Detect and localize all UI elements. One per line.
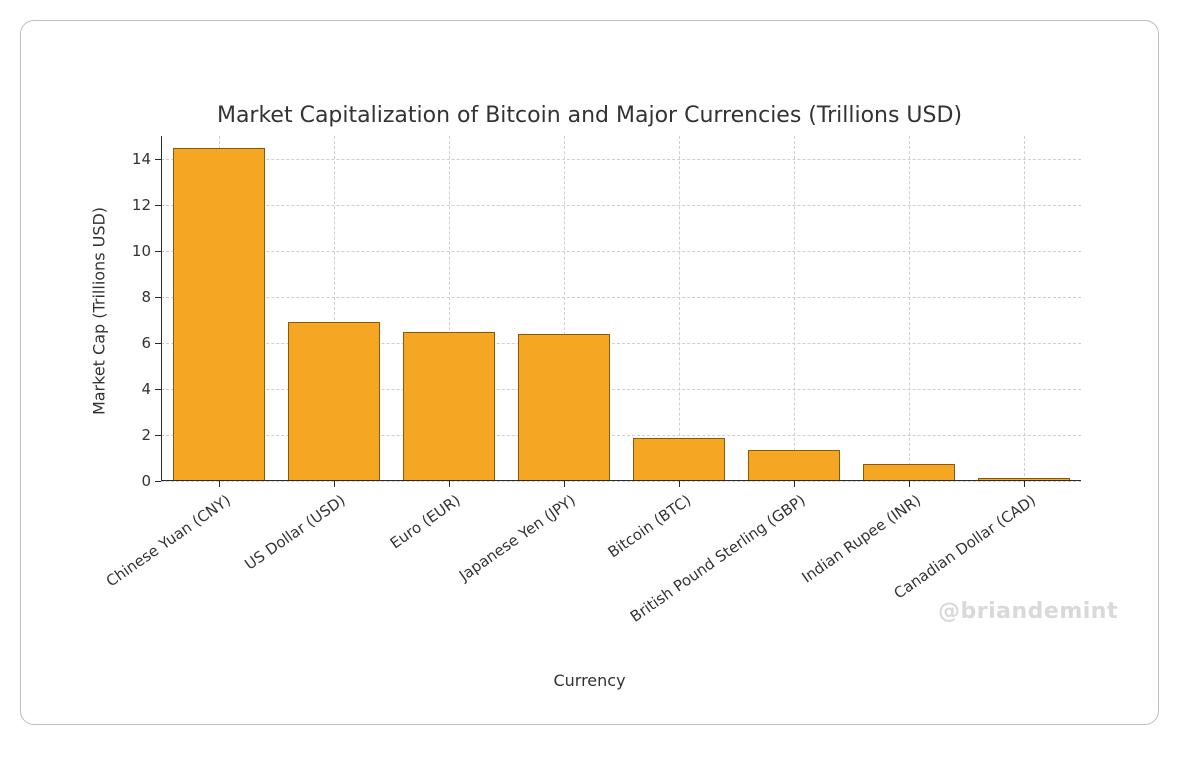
y-axis-spine xyxy=(161,136,162,481)
y-tick-label: 4 xyxy=(141,380,151,398)
x-tick-mark xyxy=(219,481,220,487)
plot-area: 02468101214Chinese Yuan (CNY)US Dollar (… xyxy=(161,136,1081,481)
bar xyxy=(748,450,840,481)
bar xyxy=(633,438,725,481)
chart-frame: Market Capitalization of Bitcoin and Maj… xyxy=(20,20,1159,725)
x-tick-mark xyxy=(334,481,335,487)
gridline-vertical xyxy=(679,136,680,481)
x-tick-mark xyxy=(564,481,565,487)
y-tick-mark xyxy=(155,481,161,482)
y-tick-label: 6 xyxy=(141,334,151,352)
y-axis-label: Market Cap (Trillions USD) xyxy=(90,207,109,415)
x-tick-mark xyxy=(449,481,450,487)
x-axis-spine xyxy=(161,480,1081,481)
y-tick-label: 2 xyxy=(141,426,151,444)
y-tick-label: 8 xyxy=(141,288,151,306)
gridline-horizontal xyxy=(161,481,1081,482)
bar xyxy=(173,148,265,482)
y-tick-label: 14 xyxy=(132,150,151,168)
gridline-vertical xyxy=(1024,136,1025,481)
gridline-horizontal xyxy=(161,297,1081,298)
x-axis-label: Currency xyxy=(21,671,1158,690)
x-tick-mark xyxy=(794,481,795,487)
gridline-horizontal xyxy=(161,251,1081,252)
gridline-vertical xyxy=(794,136,795,481)
x-tick-label: Indian Rupee (INR) xyxy=(798,491,924,587)
x-tick-label: Japanese Yen (JPY) xyxy=(456,491,579,585)
bar xyxy=(863,464,955,481)
chart-title: Market Capitalization of Bitcoin and Maj… xyxy=(21,103,1158,128)
x-tick-label: US Dollar (USD) xyxy=(242,491,349,574)
bar xyxy=(288,322,380,481)
bar xyxy=(403,332,495,482)
gridline-vertical xyxy=(909,136,910,481)
y-tick-label: 0 xyxy=(141,472,151,490)
y-tick-label: 10 xyxy=(132,242,151,260)
x-tick-label: Euro (EUR) xyxy=(387,491,464,552)
x-tick-label: Bitcoin (BTC) xyxy=(604,491,694,561)
watermark-text: @briandemint xyxy=(938,599,1118,624)
y-tick-label: 12 xyxy=(132,196,151,214)
bar xyxy=(518,334,610,481)
x-tick-label: Chinese Yuan (CNY) xyxy=(103,491,234,590)
x-tick-mark xyxy=(1024,481,1025,487)
gridline-horizontal xyxy=(161,159,1081,160)
x-tick-mark xyxy=(909,481,910,487)
gridline-horizontal xyxy=(161,205,1081,206)
x-tick-mark xyxy=(679,481,680,487)
